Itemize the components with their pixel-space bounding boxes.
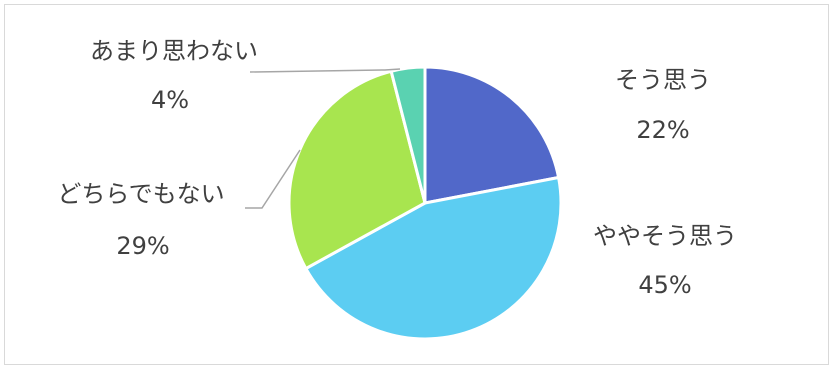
slice-value-そう思う: 22% [636, 116, 689, 144]
pie-slice-そう思う [423, 65, 561, 205]
pie-slice-あまり思わない [389, 65, 427, 205]
data-labels: そう思う 22% ややそう思う 45% どちらでもない 29% あまり思わない … [57, 37, 737, 299]
slice-value-どちらでもない: 29% [116, 232, 169, 260]
pie-slice-ややそう思う [304, 176, 563, 341]
slice-label-そう思う: そう思う [615, 66, 711, 94]
slice-value-ややそう思う: 45% [638, 271, 691, 299]
slice-value-あまり思わない: 4% [151, 86, 189, 114]
slice-label-あまり思わない: あまり思わない [90, 37, 258, 65]
leader-lines [245, 68, 401, 209]
leader-line-どちらでもない [245, 149, 301, 209]
slice-label-どちらでもない: どちらでもない [57, 180, 224, 208]
leader-line-あまり思わない [249, 68, 401, 73]
slice-label-ややそう思う: ややそう思う [593, 222, 737, 250]
pie-slices [287, 65, 563, 341]
pie-slice-どちらでもない [287, 69, 427, 271]
